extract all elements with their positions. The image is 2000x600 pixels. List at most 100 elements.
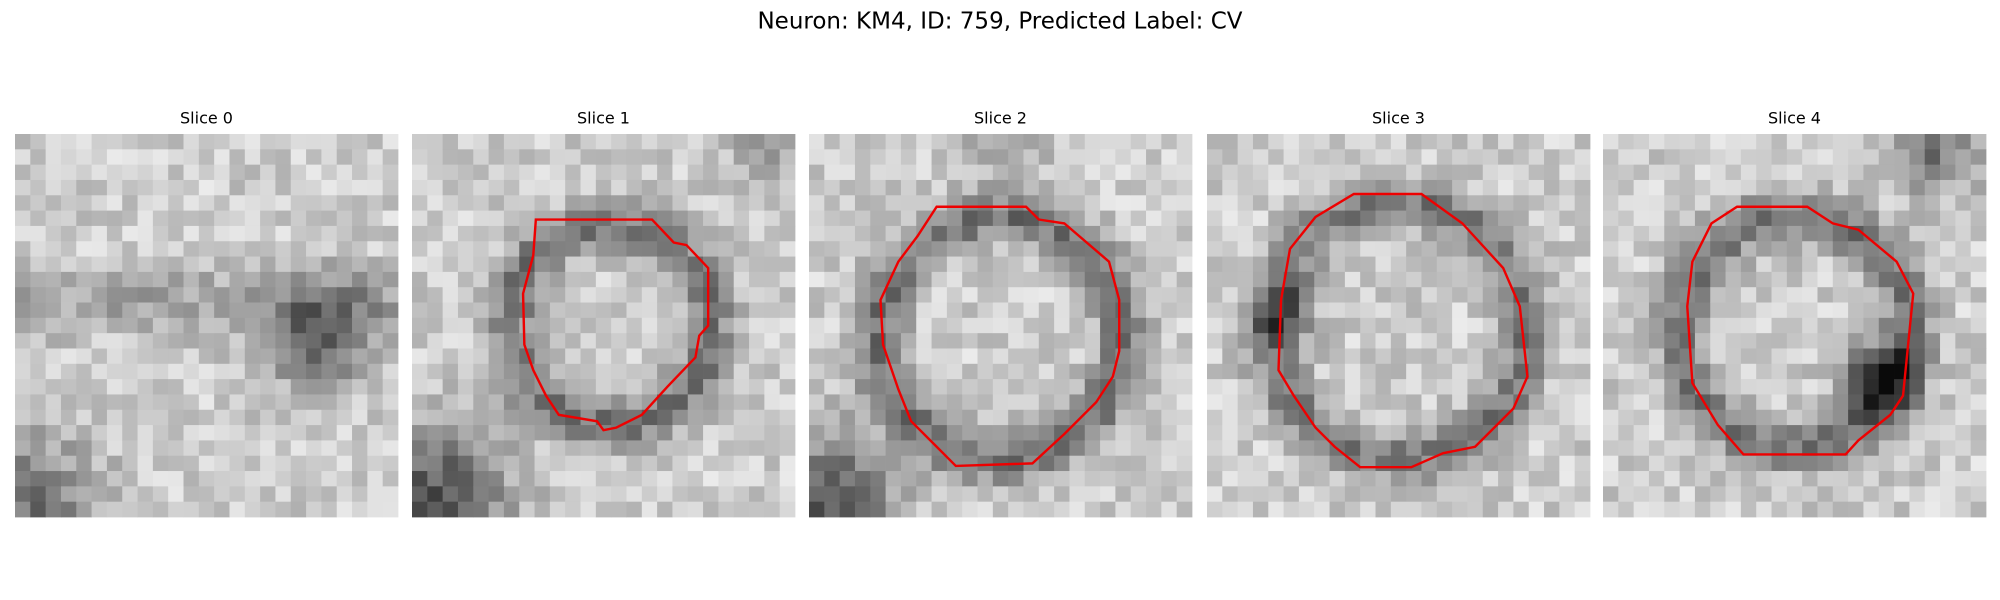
pixel (1832, 179, 1849, 196)
pixel (198, 501, 215, 518)
pixel (1146, 256, 1162, 273)
pixel (1069, 348, 1086, 365)
pixel (1161, 210, 1178, 227)
pixel (824, 287, 841, 303)
pixel (626, 486, 643, 503)
pixel (1544, 501, 1560, 518)
pixel (260, 241, 276, 257)
pixel (1452, 179, 1468, 196)
pixel (306, 134, 322, 150)
pixel (122, 241, 138, 257)
pixel (1146, 225, 1162, 242)
pixel (503, 425, 520, 441)
pixel (1771, 225, 1788, 242)
pixel (1115, 394, 1132, 411)
pixel (1618, 409, 1635, 426)
pixel (1100, 287, 1116, 303)
pixel (336, 271, 353, 288)
pixel (718, 425, 735, 441)
pixel (839, 164, 856, 181)
pixel (672, 134, 689, 150)
pixel (1161, 425, 1178, 441)
pixel (137, 225, 154, 242)
pixel (1176, 179, 1193, 196)
pixel (457, 195, 474, 211)
pixel (809, 134, 825, 150)
pixel (687, 425, 704, 441)
pixel (15, 271, 31, 288)
pixel (1344, 379, 1361, 395)
pixel (931, 149, 948, 166)
pixel (1894, 210, 1910, 227)
pixel (549, 134, 566, 150)
pixel (1406, 409, 1422, 426)
pixel (1559, 271, 1576, 288)
pixel (488, 363, 505, 380)
pixel (1710, 317, 1726, 334)
pixel (183, 440, 200, 457)
pixel (1268, 134, 1284, 150)
pixel (1878, 425, 1895, 441)
pixel (1909, 333, 1926, 349)
pixel (1863, 164, 1880, 181)
pixel (916, 256, 932, 273)
pixel (1406, 149, 1422, 166)
pixel (1390, 348, 1407, 365)
pixel (306, 164, 322, 181)
pixel (779, 501, 796, 518)
pixel (1740, 241, 1757, 257)
pixel (1940, 210, 1956, 227)
pixel (1878, 225, 1895, 242)
pixel (137, 486, 154, 503)
pixel (809, 348, 825, 365)
pixel (1314, 440, 1330, 457)
pixel (214, 409, 230, 426)
pixel (1008, 149, 1024, 166)
pixel (1467, 134, 1484, 150)
pixel (549, 394, 566, 411)
pixel (1710, 134, 1726, 150)
pixel (946, 409, 963, 426)
pixel (214, 333, 230, 349)
pixel (1452, 287, 1468, 303)
pixel (244, 195, 261, 211)
pixel (870, 271, 886, 288)
pixel (1283, 440, 1300, 457)
pixel (885, 210, 902, 227)
pixel (1130, 149, 1147, 166)
pixel (1360, 363, 1376, 380)
pixel (412, 363, 428, 380)
pixel (1329, 363, 1346, 380)
pixel (870, 363, 886, 380)
pixel (626, 425, 643, 441)
pixel (595, 501, 612, 518)
pixel (824, 363, 841, 380)
pixel (30, 317, 47, 334)
pixel (565, 471, 581, 487)
pixel (1710, 333, 1726, 349)
pixel (1725, 256, 1742, 273)
pixel (1069, 440, 1086, 457)
pixel (1176, 164, 1193, 181)
pixel (1740, 501, 1757, 518)
pixel (1725, 333, 1742, 349)
pixel (1237, 363, 1254, 380)
pixel (1832, 501, 1849, 518)
pixel (534, 333, 551, 349)
pixel (1084, 379, 1101, 395)
pixel (367, 440, 384, 457)
pixel (214, 241, 230, 257)
pixel (1329, 302, 1346, 319)
pixel (1268, 379, 1284, 395)
pixel (1268, 425, 1284, 441)
pixel (214, 302, 230, 319)
pixel (122, 149, 138, 166)
pixel (1482, 363, 1499, 380)
pixel (1038, 317, 1055, 334)
pixel (1222, 256, 1239, 273)
pixel (1146, 287, 1162, 303)
pixel (1664, 455, 1680, 472)
pixel (442, 409, 459, 426)
pixel (534, 164, 551, 181)
pixel (168, 149, 184, 166)
